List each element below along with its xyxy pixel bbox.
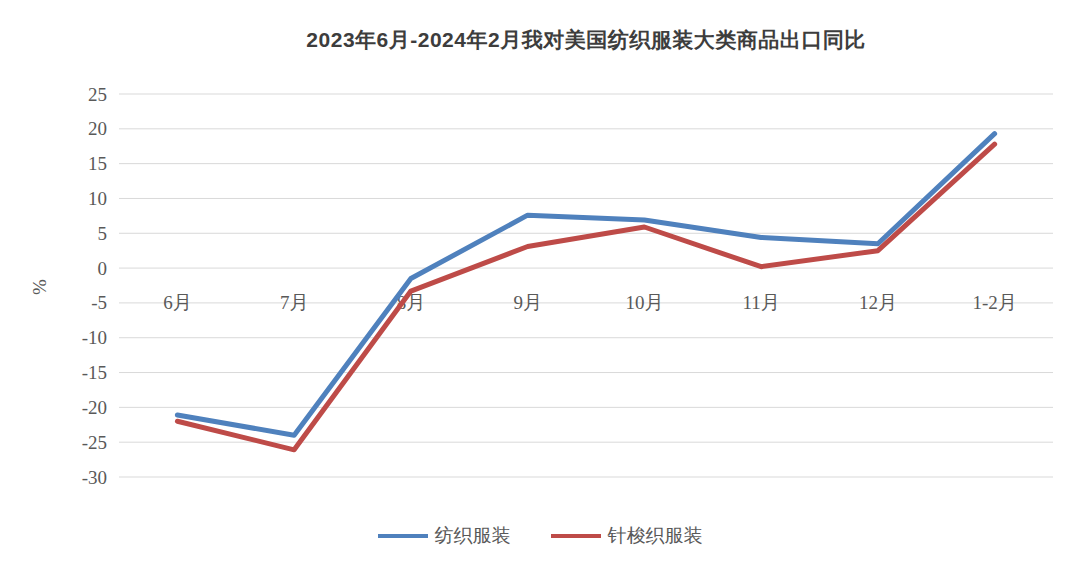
y-tick-label: -30 <box>82 467 107 488</box>
y-tick-label: 5 <box>98 223 108 244</box>
y-tick-label: 25 <box>88 84 107 105</box>
legend-item-fangzhifuzhuang: 纺织服装 <box>378 523 511 549</box>
y-tick-label: -15 <box>82 362 107 383</box>
x-tick-label: 7月 <box>280 292 309 313</box>
y-tick-label: -20 <box>82 397 107 418</box>
x-tick-label: 9月 <box>513 292 542 313</box>
x-tick-label: 1-2月 <box>972 292 1016 313</box>
chart-container: 2023年6月-2024年2月我对美国纺织服装大类商品出口同比 % 252015… <box>0 0 1080 569</box>
y-tick-label: 15 <box>88 153 107 174</box>
series-line-纺织服装 <box>177 134 994 436</box>
plot-area: 2520151050-5-10-15-20-25-306月7月8月9月10月11… <box>0 0 1080 569</box>
y-tick-label: -25 <box>82 432 107 453</box>
y-tick-label: -5 <box>91 292 107 313</box>
legend-line-swatch-red <box>551 534 601 538</box>
x-tick-label: 12月 <box>859 292 897 313</box>
y-tick-label: 20 <box>88 118 107 139</box>
legend-item-zhensuozhifuzhuang: 针梭织服装 <box>551 523 703 549</box>
y-tick-label: 10 <box>88 188 107 209</box>
legend: 纺织服装 针梭织服装 <box>0 523 1080 549</box>
legend-line-swatch-blue <box>378 534 428 538</box>
y-tick-label: -10 <box>82 327 107 348</box>
legend-label: 针梭织服装 <box>608 523 703 549</box>
x-tick-label: 11月 <box>742 292 779 313</box>
x-tick-label: 10月 <box>625 292 663 313</box>
x-tick-label: 6月 <box>163 292 192 313</box>
y-tick-label: 0 <box>98 258 108 279</box>
legend-label: 纺织服装 <box>435 523 511 549</box>
